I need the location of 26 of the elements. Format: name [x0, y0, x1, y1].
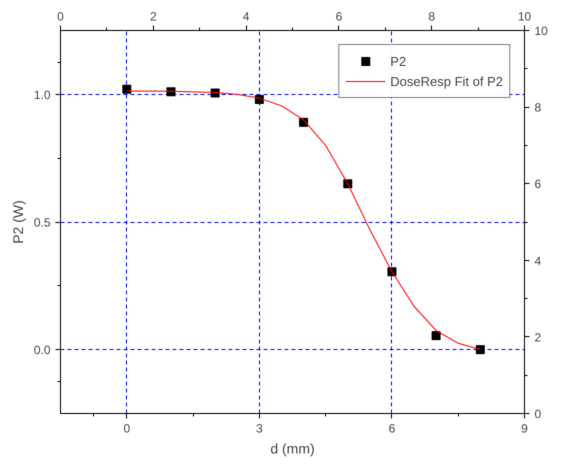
point	[476, 345, 485, 354]
y-tick-label: 0.5	[34, 216, 51, 230]
point	[432, 331, 441, 340]
y2-tick-label: 0	[534, 407, 542, 421]
x-tick-label: 9	[521, 422, 528, 436]
y-tick-label: 1.0	[34, 88, 51, 102]
y2-tick-label: 4	[534, 254, 542, 268]
legend-label: DoseResp Fit of P2	[390, 74, 503, 88]
x-tick-label: 0	[123, 422, 130, 436]
x2-tick-label: 0	[57, 10, 64, 24]
y-tick-label: 0.0	[34, 343, 51, 358]
y2-tick-label: 10	[534, 24, 548, 38]
legend-label: P2	[390, 54, 408, 68]
y2-tick-label: 6	[534, 177, 542, 192]
x2-tick-label: 6	[336, 10, 343, 24]
y-axis-title: P2 (W)	[10, 200, 26, 244]
y2-tick-label: 8	[534, 100, 542, 115]
y2-tick-label: 2	[534, 330, 542, 344]
x2-tick-label: 2	[150, 10, 157, 24]
x-axis-title: d (mm)	[270, 440, 315, 456]
point	[122, 84, 132, 94]
x2-tick-label: 4	[242, 10, 250, 24]
x2-tick-label: 8	[428, 10, 436, 24]
x-tick-label: 6	[388, 422, 396, 436]
x-tick-label: 3	[256, 422, 264, 436]
x2-tick-label: 10	[518, 10, 532, 24]
